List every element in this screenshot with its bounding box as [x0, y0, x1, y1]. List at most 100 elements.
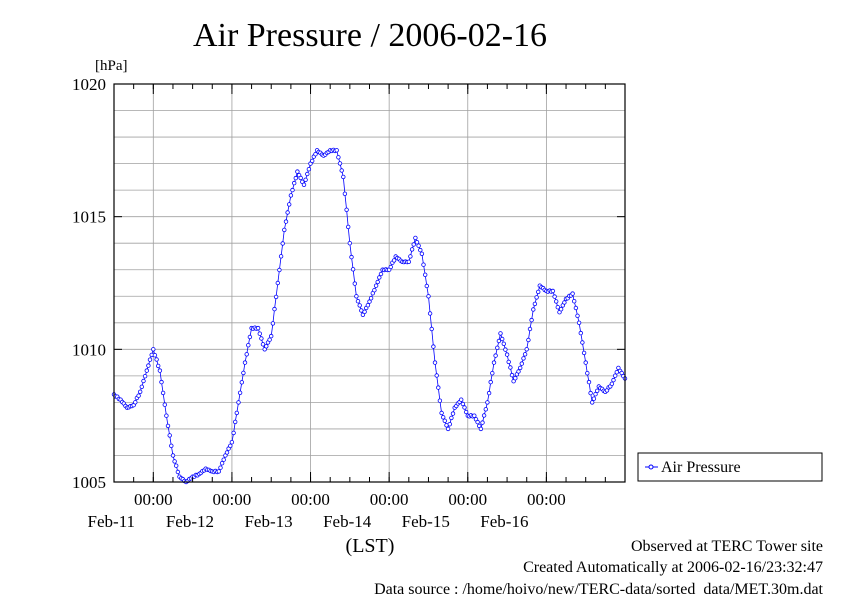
- x-date-label: Feb-13: [244, 512, 292, 531]
- data-point: [573, 305, 579, 311]
- data-point: [306, 166, 312, 172]
- data-point: [298, 175, 303, 181]
- data-point: [219, 461, 225, 466]
- data-point: [472, 413, 477, 418]
- data-point: [280, 241, 285, 246]
- data-point: [169, 443, 174, 448]
- data-point: [558, 307, 564, 312]
- data-point: [536, 289, 541, 295]
- data-point: [165, 423, 171, 429]
- data-series: [111, 147, 628, 485]
- data-point: [409, 247, 415, 252]
- data-point: [500, 336, 505, 342]
- data-point: [522, 352, 528, 357]
- data-point: [164, 413, 169, 418]
- data-point: [593, 392, 598, 397]
- x-time-label: 00:00: [370, 490, 409, 509]
- data-point: [157, 368, 163, 373]
- data-point: [305, 171, 310, 177]
- data-point: [283, 219, 289, 224]
- data-point: [423, 272, 428, 277]
- data-point: [228, 443, 233, 448]
- data-point: [450, 411, 456, 416]
- data-point: [282, 227, 287, 233]
- data-point: [550, 288, 556, 294]
- data-point: [244, 352, 249, 357]
- x-date-label: Feb-12: [166, 512, 214, 531]
- data-point: [339, 168, 344, 173]
- data-point: [555, 305, 560, 310]
- footer-observed: Observed at TERC Tower site: [631, 538, 823, 555]
- data-point: [531, 307, 536, 312]
- data-point: [285, 210, 290, 215]
- data-point: [142, 374, 148, 379]
- data-point: [508, 365, 513, 370]
- data-point: [154, 357, 159, 362]
- data-point: [257, 331, 262, 336]
- data-point: [418, 247, 423, 253]
- data-point: [426, 294, 431, 299]
- data-point: [349, 254, 354, 260]
- x-time-label: 00:00: [134, 490, 173, 509]
- data-point: [247, 334, 253, 340]
- data-point: [275, 280, 280, 286]
- data-point: [290, 187, 295, 193]
- data-point: [288, 193, 294, 198]
- data-point: [441, 415, 446, 420]
- data-point: [488, 379, 493, 385]
- data-point: [241, 370, 246, 376]
- data-point: [336, 155, 341, 160]
- data-point: [613, 373, 618, 378]
- x-time-label: 00:00: [527, 490, 566, 509]
- axis-ticks: [113, 83, 626, 483]
- data-point: [301, 182, 307, 187]
- data-point: [503, 347, 508, 352]
- data-point: [264, 344, 269, 349]
- y-tick-label: 1020: [72, 75, 106, 94]
- y-tick-label: 1005: [72, 473, 106, 492]
- data-point: [155, 363, 161, 369]
- data-point: [216, 469, 221, 474]
- data-point: [481, 413, 487, 418]
- data-point: [272, 306, 277, 312]
- data-point: [367, 299, 372, 304]
- data-point: [504, 352, 510, 357]
- data-point: [303, 177, 308, 182]
- data-point: [527, 326, 533, 332]
- data-point: [151, 347, 156, 352]
- data-point: [172, 459, 177, 464]
- data-point: [373, 283, 379, 288]
- data-point: [575, 313, 580, 318]
- data-point: [483, 407, 488, 412]
- data-point: [475, 419, 480, 425]
- data-point: [346, 224, 351, 230]
- data-point: [436, 385, 441, 390]
- chart-title: Air Pressure / 2006-02-16: [193, 17, 547, 54]
- data-point: [429, 326, 434, 332]
- data-point: [588, 390, 593, 396]
- data-point: [242, 360, 248, 365]
- data-point: [152, 353, 158, 358]
- data-point: [362, 309, 367, 314]
- data-point: [491, 360, 497, 365]
- y-tick-label: 1010: [72, 340, 106, 359]
- data-point: [175, 469, 181, 475]
- data-point: [462, 405, 467, 410]
- x-date-label: Feb-15: [402, 512, 450, 531]
- data-point: [432, 360, 438, 365]
- data-point: [260, 342, 266, 347]
- data-point: [519, 361, 524, 366]
- data-point: [501, 341, 506, 346]
- legend-marker: [648, 464, 654, 470]
- data-point: [562, 300, 567, 305]
- data-point: [447, 422, 452, 427]
- data-point: [460, 401, 466, 407]
- data-point: [236, 400, 241, 405]
- data-point: [414, 239, 420, 245]
- data-point: [137, 389, 143, 394]
- data-point: [524, 347, 529, 352]
- x-date-label: Feb-14: [323, 512, 372, 531]
- data-point: [344, 207, 349, 212]
- x-date-label: Feb-16: [480, 512, 528, 531]
